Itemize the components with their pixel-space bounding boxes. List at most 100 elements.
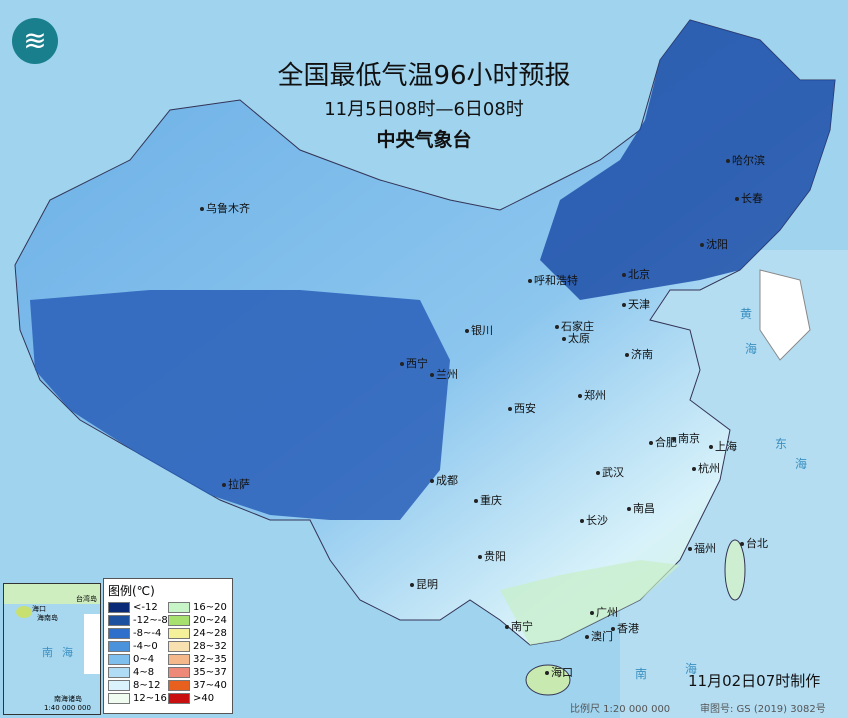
legend-swatch bbox=[168, 602, 190, 613]
legend-item: 28~32 bbox=[168, 641, 228, 652]
city-label: 拉萨 bbox=[222, 476, 250, 492]
inset-label: 海口 bbox=[32, 605, 46, 613]
legend-swatch bbox=[168, 654, 190, 665]
sea-label-nanhai-1: 南 bbox=[635, 667, 648, 681]
city-label: 澳门 bbox=[585, 628, 613, 644]
city-label: 成都 bbox=[430, 472, 458, 488]
legend-label: -12~-8 bbox=[133, 615, 168, 626]
legend-swatch bbox=[108, 628, 130, 639]
inset-label: 南 bbox=[42, 646, 53, 659]
legend-item: 12~16 bbox=[108, 693, 168, 704]
legend-item: >40 bbox=[168, 693, 228, 704]
legend: 图例(℃) <-12 16~20 -12~-8 20~24 -8~-4 24~28 -4~0… bbox=[103, 578, 233, 714]
legend-label: 4~8 bbox=[133, 667, 155, 678]
legend-swatch bbox=[168, 615, 190, 626]
city-label: 昆明 bbox=[410, 576, 438, 592]
city-label: 重庆 bbox=[474, 492, 502, 508]
legend-swatch bbox=[168, 641, 190, 652]
city-label: 西宁 bbox=[400, 355, 428, 371]
legend-swatch bbox=[168, 667, 190, 678]
legend-label: 12~16 bbox=[133, 693, 167, 704]
sea-label-donghai-2: 海 bbox=[795, 457, 808, 471]
legend-swatch bbox=[108, 693, 130, 704]
city-label: 广州 bbox=[590, 604, 618, 620]
sea-label-nanhai-2: 海 bbox=[685, 662, 698, 676]
sea-label-huanghai-1: 黄 bbox=[740, 307, 753, 321]
city-label: 南京 bbox=[672, 430, 700, 446]
map-agency: 中央气象台 bbox=[376, 129, 472, 151]
warm-region-south bbox=[500, 560, 680, 645]
legend-label: 28~32 bbox=[193, 641, 227, 652]
city-label: 呼和浩特 bbox=[528, 272, 578, 288]
legend-swatch bbox=[168, 628, 190, 639]
legend-label: -8~-4 bbox=[133, 628, 162, 639]
legend-label: 35~37 bbox=[193, 667, 227, 678]
legend-label: 20~24 bbox=[193, 615, 227, 626]
city-label: 台北 bbox=[740, 535, 768, 551]
cold-region-northeast bbox=[540, 20, 835, 300]
legend-label: >40 bbox=[193, 693, 215, 704]
map-period: 11月5日08时—6日08时 bbox=[324, 99, 524, 120]
legend-label: 37~40 bbox=[193, 680, 227, 691]
map-scale: 比例尺 1:20 000 000 bbox=[570, 704, 671, 715]
korea-peninsula bbox=[759, 269, 811, 361]
legend-label: -4~0 bbox=[133, 641, 158, 652]
city-label: 郑州 bbox=[578, 387, 606, 403]
inset-label: 南海诸岛 bbox=[54, 695, 82, 703]
legend-item: -8~-4 bbox=[108, 628, 168, 639]
legend-swatch bbox=[108, 641, 130, 652]
legend-item: -12~-8 bbox=[108, 615, 168, 626]
sea-label-donghai-1: 东 bbox=[775, 437, 788, 451]
legend-item: 20~24 bbox=[168, 615, 228, 626]
south-china-sea-inset: 海口 海南岛 台湾岛 南 海 南海诸岛 1:40 000 000 bbox=[3, 583, 101, 715]
inset-label: 海南岛 bbox=[37, 614, 58, 622]
city-label: 贵阳 bbox=[478, 548, 506, 564]
city-label: 西安 bbox=[508, 400, 536, 416]
inset-label: 海 bbox=[62, 646, 73, 659]
legend-item: 32~35 bbox=[168, 654, 228, 665]
city-label: 哈尔滨 bbox=[726, 152, 765, 168]
legend-swatch bbox=[108, 680, 130, 691]
city-label: 杭州 bbox=[692, 460, 720, 476]
legend-item: 37~40 bbox=[168, 680, 228, 691]
cma-logo-icon: ≋ bbox=[12, 18, 58, 64]
approval-number: 审图号: GS (2019) 3082号 bbox=[700, 704, 826, 715]
city-label: 香港 bbox=[611, 620, 639, 636]
city-label: 海口 bbox=[545, 664, 573, 680]
city-label: 天津 bbox=[622, 296, 650, 312]
legend-title: 图例(℃) bbox=[108, 584, 155, 598]
inset-hainan bbox=[16, 606, 32, 618]
taiwan-island bbox=[724, 539, 746, 601]
cold-region-tibet bbox=[30, 290, 450, 520]
legend-item: <-12 bbox=[108, 602, 168, 613]
legend-swatch bbox=[168, 680, 190, 691]
city-label: 乌鲁木齐 bbox=[200, 200, 250, 216]
legend-label: 24~28 bbox=[193, 628, 227, 639]
city-label: 武汉 bbox=[596, 464, 624, 480]
city-label: 沈阳 bbox=[700, 236, 728, 252]
city-label: 上海 bbox=[709, 438, 737, 454]
legend-swatch bbox=[108, 667, 130, 678]
legend-item: -4~0 bbox=[108, 641, 168, 652]
city-label: 南宁 bbox=[505, 618, 533, 634]
legend-item: 24~28 bbox=[168, 628, 228, 639]
legend-label: 32~35 bbox=[193, 654, 227, 665]
legend-label: 0~4 bbox=[133, 654, 155, 665]
city-label: 银川 bbox=[465, 322, 493, 338]
city-label: 太原 bbox=[562, 330, 590, 346]
city-label: 长沙 bbox=[580, 512, 608, 528]
city-label: 北京 bbox=[622, 266, 650, 282]
sea-label-huanghai-2: 海 bbox=[745, 342, 758, 356]
city-label: 兰州 bbox=[430, 366, 458, 382]
city-label: 南昌 bbox=[627, 500, 655, 516]
made-time: 11月02日07时制作 bbox=[688, 672, 821, 690]
legend-label: 8~12 bbox=[133, 680, 161, 691]
inset-philippines bbox=[84, 614, 100, 674]
inset-scale: 1:40 000 000 bbox=[44, 704, 91, 712]
city-label: 福州 bbox=[688, 540, 716, 556]
legend-swatch bbox=[108, 602, 130, 613]
inset-label: 台湾岛 bbox=[76, 595, 97, 603]
legend-item: 4~8 bbox=[108, 667, 168, 678]
